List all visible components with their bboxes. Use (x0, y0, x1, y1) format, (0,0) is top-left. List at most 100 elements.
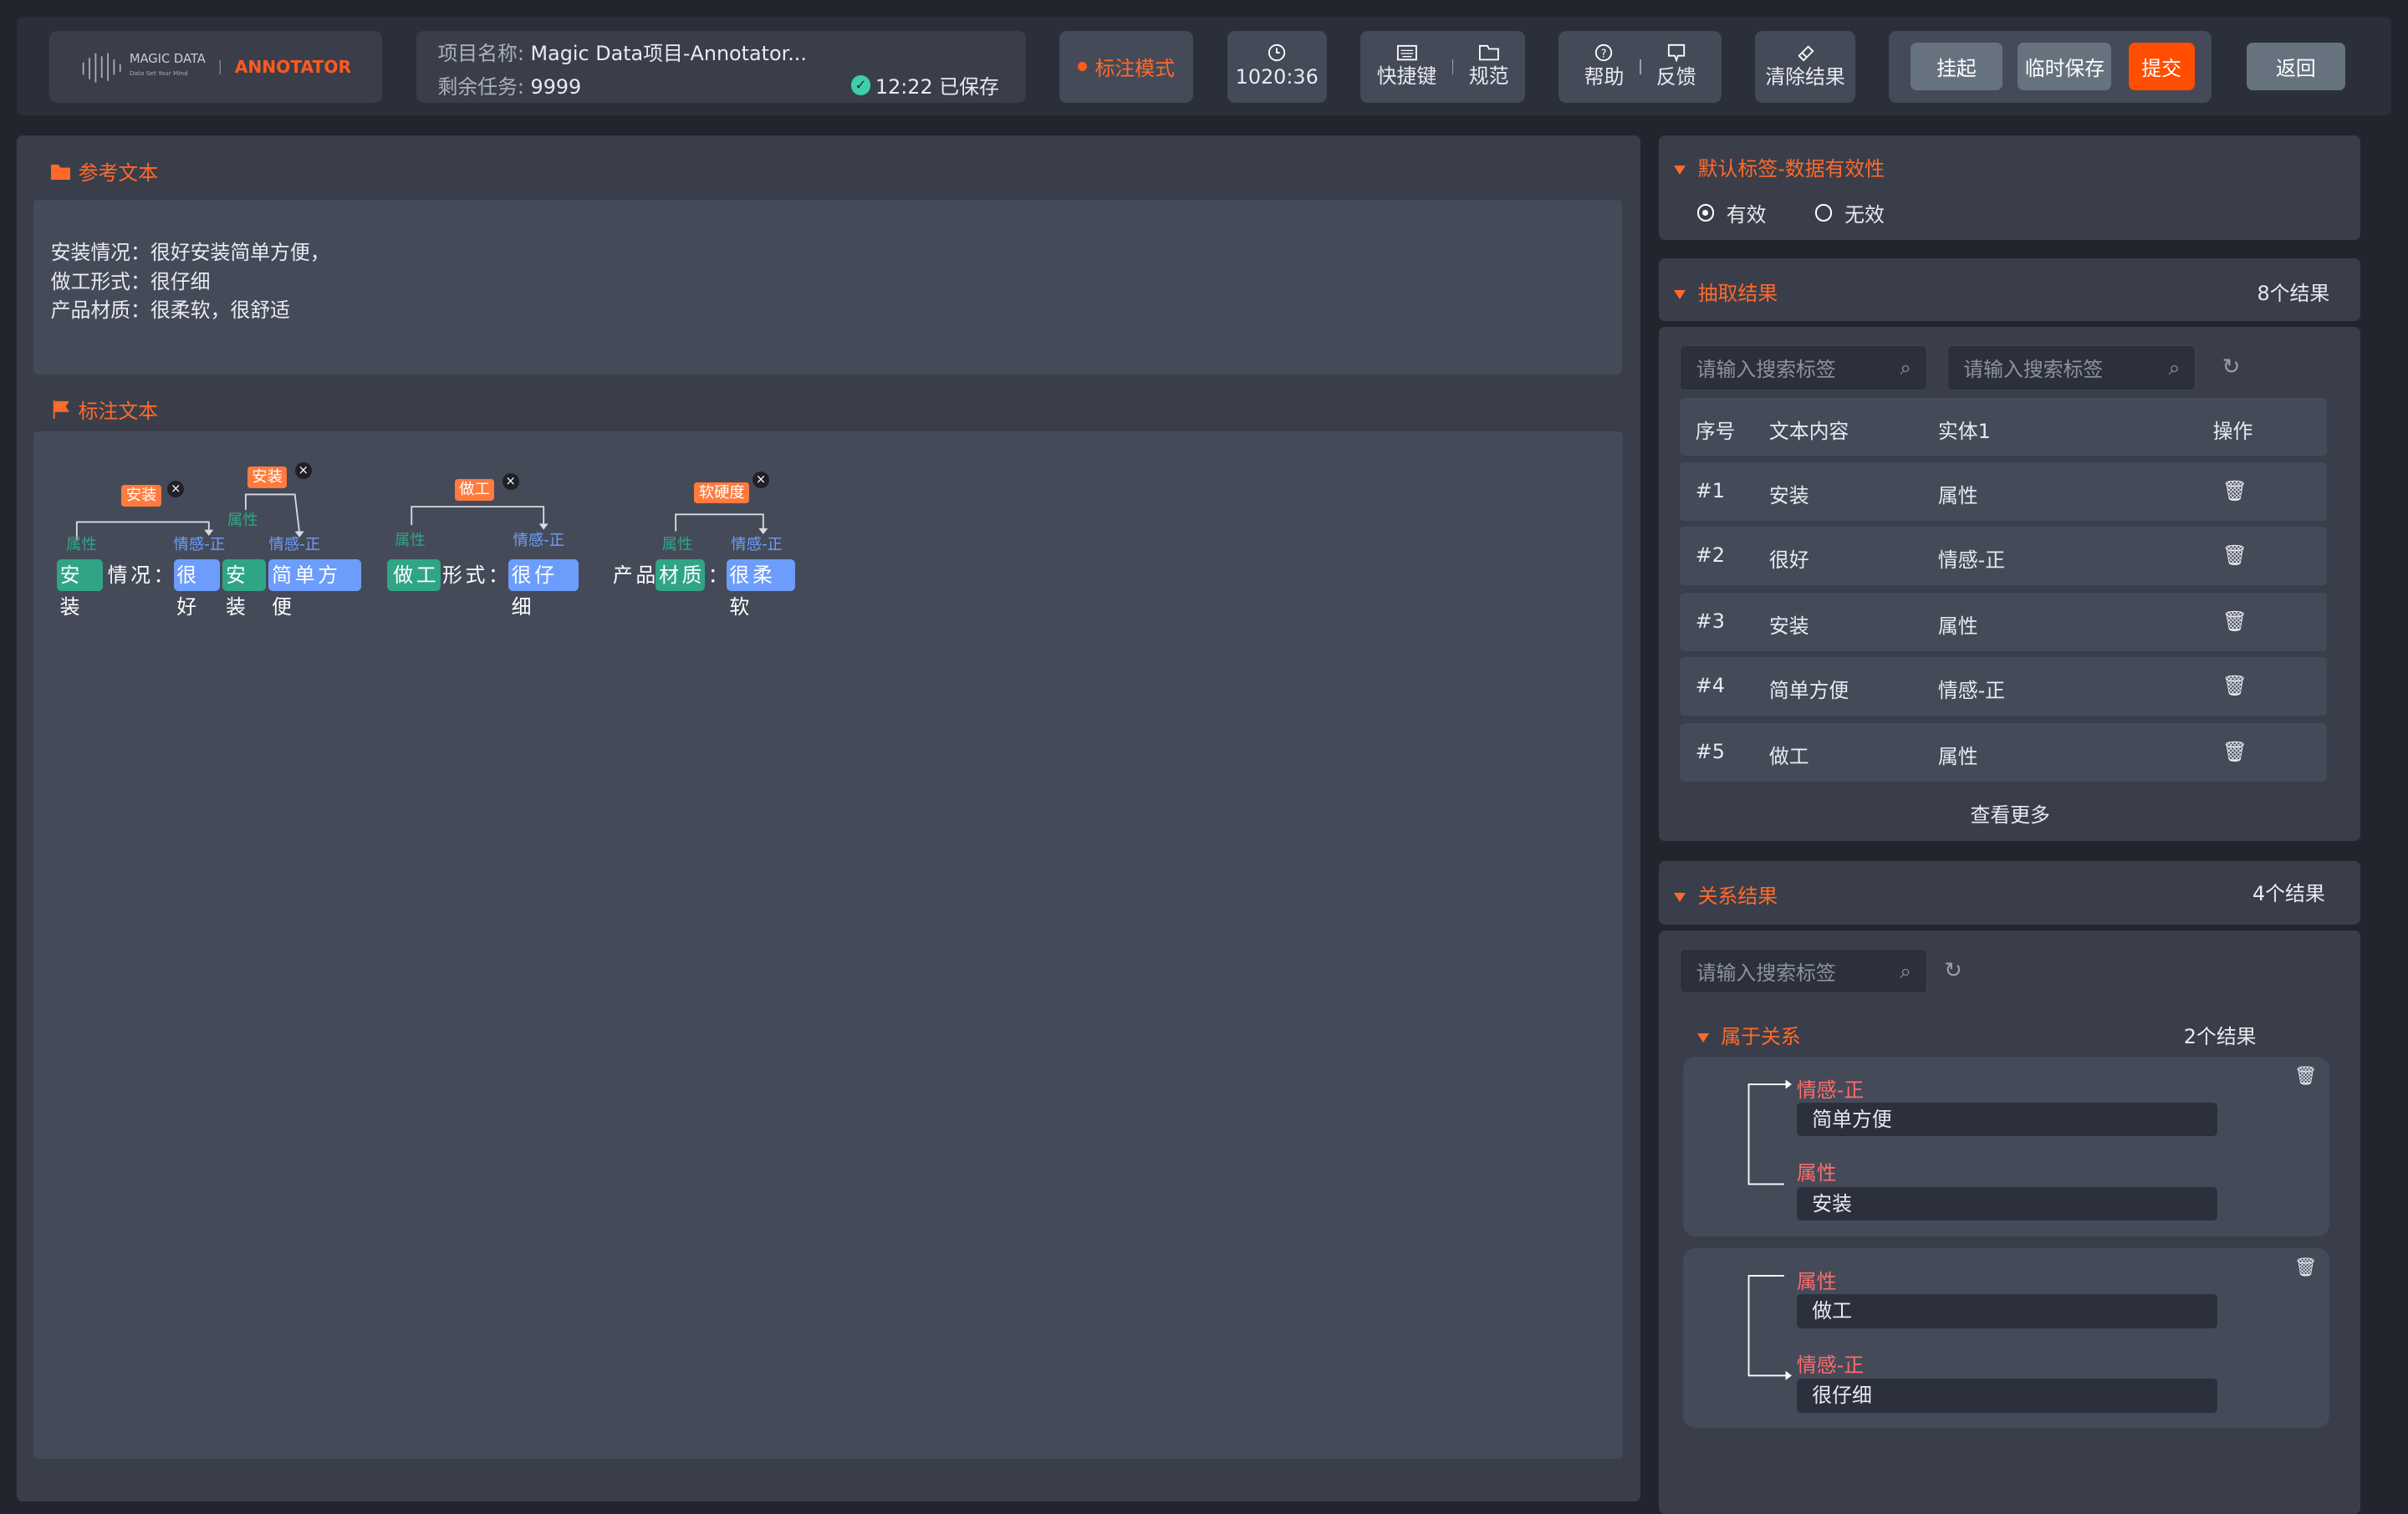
radio-invalid[interactable]: 无效 (1814, 198, 1885, 227)
row-text: 很好 (1768, 548, 1809, 573)
default-label-card: 默认标签-数据有效性 有效 无效 (1658, 135, 2360, 240)
back-button[interactable]: 返回 (2247, 43, 2345, 91)
refresh-icon[interactable]: ↻ (2222, 354, 2241, 380)
entity-label: 属性 (395, 531, 426, 549)
relation-count: 4个结果 (2252, 881, 2325, 905)
suspend-button[interactable]: 挂起 (1910, 43, 2003, 91)
annotation-canvas[interactable] (33, 431, 1624, 1459)
table-row: #5 做工 属性 🗑 (1680, 723, 2327, 782)
search-input[interactable]: 请输入搜索标签 ⌕ (1680, 345, 1928, 390)
entity-label: 属性 (661, 536, 693, 554)
row-id: #2 (1695, 543, 1725, 568)
entity-token[interactable]: 很柔软 (726, 558, 796, 619)
radio-checked-icon (1696, 204, 1715, 222)
logo: MAGIC DATA Data Set Your Mind | ANNOTATO… (48, 30, 383, 104)
clear-label: 清除结果 (1765, 65, 1845, 89)
column-header: 文本内容 (1768, 419, 1849, 443)
reference-title: 参考文本 (78, 161, 159, 186)
row-text: 安装 (1768, 614, 1809, 639)
relation-tag[interactable]: 做工 (454, 479, 495, 501)
help-button[interactable]: ? 帮助 (1584, 43, 1624, 89)
trash-icon[interactable]: 🗑 (2222, 479, 2247, 503)
extraction-header[interactable]: 抽取结果 8个结果 (1658, 257, 2360, 321)
reference-line: 安装情况：很好安装简单方便， (50, 240, 330, 264)
project-name: Magic Data项目-Annotator... (530, 42, 807, 66)
check-circle-icon: ✓ (850, 75, 871, 95)
relation-item: 情感-正 简单方便 属性 安装 🗑 (1683, 1056, 2330, 1236)
logo-tagline: Data Set Your Mind (129, 69, 188, 77)
caret-down-icon[interactable] (1673, 289, 1686, 299)
clear-results-button[interactable]: 清除结果 (1755, 30, 1855, 104)
reference-header: 参考文本 (50, 156, 159, 186)
entity-token[interactable]: 安装 (56, 558, 104, 619)
entity-token[interactable]: 很好 (173, 558, 220, 619)
entity-token[interactable]: 做工 (386, 558, 441, 592)
submit-button[interactable]: 提交 (2128, 43, 2195, 91)
row-entity: 情感-正 (1937, 548, 2006, 573)
relation-tag[interactable]: 安装 (121, 485, 161, 507)
close-icon[interactable]: × (752, 471, 770, 489)
view-more-link[interactable]: 查看更多 (1970, 803, 2050, 828)
radio-valid[interactable]: 有效 (1696, 198, 1766, 227)
entity-label: 情感-正 (513, 531, 565, 549)
entity-label: 情感-正 (173, 536, 226, 554)
refresh-icon[interactable]: ↻ (1944, 958, 1962, 984)
relation-search-input[interactable]: 请输入搜索标签 ⌕ (1680, 949, 1928, 994)
extraction-title: 抽取结果 (1697, 281, 1778, 305)
spec-button[interactable]: 规范 (1468, 44, 1509, 89)
relation-header[interactable]: 关系结果 4个结果 (1658, 861, 2360, 925)
mode-button[interactable]: 标注模式 (1059, 30, 1194, 104)
feedback-label: 反馈 (1656, 65, 1696, 89)
entity-token[interactable]: 材质 (656, 558, 706, 592)
close-icon[interactable]: × (167, 480, 185, 498)
table-row: #4 简单方便 情感-正 🗑 (1680, 657, 2327, 716)
entity-label: 属性 (227, 511, 258, 529)
caret-down-icon[interactable] (1673, 893, 1686, 903)
trash-icon[interactable]: 🗑 (2222, 740, 2247, 764)
folder-icon (50, 164, 71, 180)
search-icon: ⌕ (1900, 355, 1911, 380)
search-placeholder: 请输入搜索标签 (1963, 358, 2104, 382)
search-input[interactable]: 请输入搜索标签 ⌕ (1946, 345, 2196, 390)
text-token: ： (707, 563, 732, 587)
trash-icon[interactable]: 🗑 (2293, 1065, 2318, 1087)
shortcuts-button[interactable]: 快捷键 (1377, 44, 1436, 89)
group-count: 2个结果 (2183, 1024, 2257, 1048)
relation-value: 做工 (1796, 1294, 2218, 1328)
caret-down-icon[interactable] (1673, 165, 1686, 175)
relation-tag[interactable]: 安装 (247, 466, 288, 489)
help-icon: ? (1595, 44, 1613, 62)
extraction-count: 8个结果 (2257, 281, 2330, 305)
close-icon[interactable]: × (294, 461, 312, 480)
timer-value: 1020:36 (1235, 65, 1319, 89)
table-row: #2 很好 情感-正 🗑 (1680, 526, 2327, 585)
entity-token[interactable]: 安装 (222, 558, 266, 619)
save-status: 12:22 已保存 (875, 75, 999, 99)
trash-icon[interactable]: 🗑 (2222, 609, 2247, 634)
trash-icon[interactable]: 🗑 (2222, 543, 2247, 568)
entity-label: 属性 (65, 536, 97, 554)
entity-token[interactable]: 简单方便 (268, 558, 361, 619)
eraser-icon (1798, 45, 1814, 62)
trash-icon[interactable]: 🗑 (2222, 674, 2247, 698)
table-row: #3 安装 属性 🗑 (1680, 592, 2327, 651)
entity-token[interactable]: 很仔细 (508, 558, 579, 619)
table-header: 序号 文本内容 实体1 操作 (1680, 397, 2327, 456)
relation-group-header[interactable]: 属于关系 (1696, 1020, 1801, 1049)
relation-value: 简单方便 (1796, 1102, 2218, 1137)
default-label-title: 默认标签-数据有效性 (1697, 156, 1885, 181)
relation-arrow (1748, 1079, 1793, 1185)
shortcut-spec-group: 快捷键 规范 (1360, 30, 1525, 104)
trash-icon[interactable]: 🗑 (2293, 1257, 2318, 1279)
text-token: 产品 (612, 563, 659, 587)
relation-line (411, 506, 545, 526)
close-icon[interactable]: × (502, 472, 519, 490)
relation-label: 属性 (1796, 1270, 1837, 1294)
relation-tag[interactable]: 软硬度 (694, 482, 750, 504)
relation-label: 情感-正 (1796, 1078, 1865, 1102)
spec-label: 规范 (1468, 64, 1509, 89)
annotation-header: 标注文本 (51, 395, 158, 424)
caret-down-icon[interactable] (1696, 1032, 1709, 1042)
feedback-button[interactable]: 反馈 (1656, 43, 1696, 89)
temp-save-button[interactable]: 临时保存 (2018, 43, 2112, 91)
